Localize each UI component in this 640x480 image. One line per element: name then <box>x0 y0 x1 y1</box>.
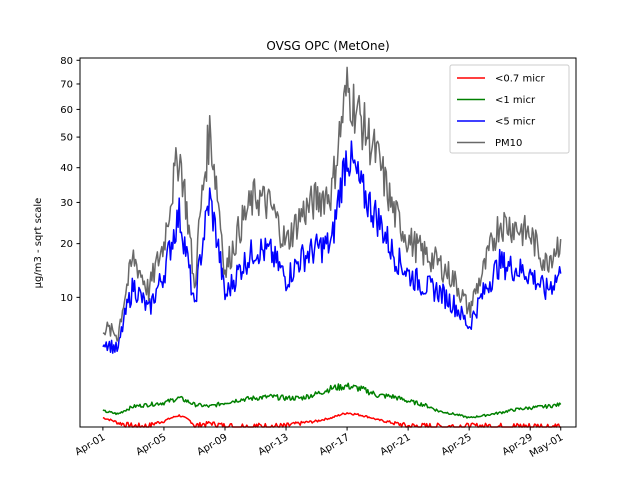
legend-entry: <0.7 micr <box>495 74 545 85</box>
y-tick-label: 20 <box>60 239 73 250</box>
y-tick-label: 10 <box>60 293 73 304</box>
series-line-3 <box>102 66 562 342</box>
y-axis-label: μg/m3 - sqrt scale <box>33 198 44 289</box>
axes-frame <box>79 57 577 428</box>
chart-title: OVSG OPC (MetOne) <box>266 39 389 53</box>
legend-box <box>449 64 570 154</box>
y-tick-label: 50 <box>60 133 73 144</box>
legend-entry: <1 micr <box>495 95 536 106</box>
legend-entry: <5 micr <box>495 117 536 128</box>
legend: <0.7 micr <1 micr <5 micr PM10 <box>449 64 570 154</box>
legend-entry: PM10 <box>495 138 522 149</box>
y-tick-label: 70 <box>60 79 73 90</box>
series-line-2 <box>102 140 562 354</box>
series-line-1 <box>102 382 562 419</box>
y-tick-label: 40 <box>60 163 73 174</box>
y-tick-label: 30 <box>60 198 73 209</box>
y-tick-label: 80 <box>60 56 73 67</box>
y-tick-label: 60 <box>60 105 73 116</box>
